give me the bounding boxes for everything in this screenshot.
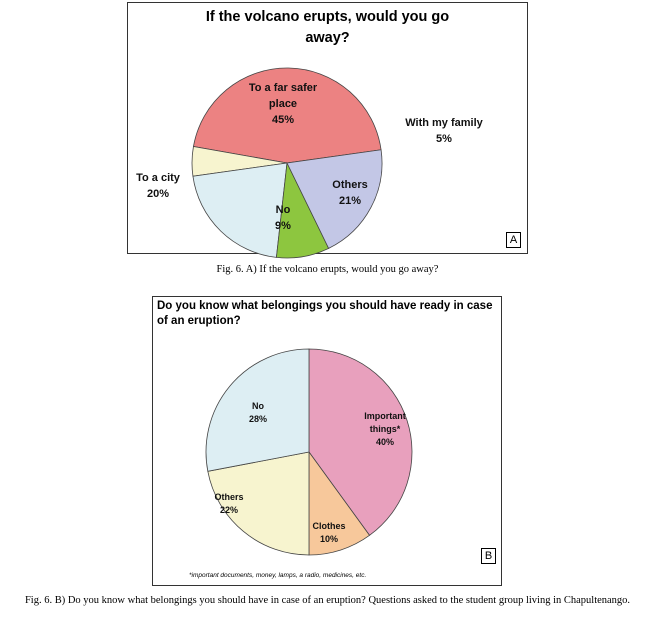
slice-label-with-my-family: With my family 5% [405, 117, 483, 145]
slice-label-others: Others 21% [332, 179, 367, 207]
slice-label-others: Others 22% [214, 492, 243, 515]
panel-a-mark: A [506, 232, 521, 248]
slice-label-clothes: Clothes 10% [312, 521, 345, 544]
pie-slice-important-things [308, 348, 413, 536]
pie-slice-to-a-city [286, 149, 383, 249]
slice-label-to-a-far-safer-place: To a far safer place 45% [249, 82, 318, 126]
chart-b-footnote: *important documents, money, lamps, a ra… [189, 572, 367, 579]
figure-caption-a: Fig. 6. A) If the volcano erupts, would … [216, 264, 439, 275]
slice-label-no: No 28% [249, 401, 267, 424]
chart-a-title: If the volcano erupts, would you go away… [205, 9, 450, 46]
pie-slice-others [207, 451, 310, 556]
chart-panel-b: Do you know what belongings you should h… [152, 296, 502, 586]
chart-b-pie: Important things* 40% Clothes 10% Others 22% No… [205, 348, 413, 556]
pie-slice-to-a-far-safer-place [192, 67, 382, 164]
pie-slice-no [205, 348, 310, 472]
slice-label-no: No 9% [275, 204, 291, 232]
chart-panel-a: If the volcano erupts, would you go away… [127, 2, 528, 259]
slice-label-important-things: Important things* 40% [364, 411, 406, 447]
pie-slice-others [192, 162, 288, 258]
chart-b-title: Do you know what belongings you should h… [157, 300, 493, 327]
figure-caption-b: Fig. 6. B) Do you know what belongings y… [24, 595, 631, 606]
slice-label-to-a-city: To a city 20% [136, 172, 181, 200]
panel-b-mark: B [481, 548, 496, 564]
chart-a-pie: To a far safer place 45% With my family 5% Ot… [136, 67, 484, 259]
